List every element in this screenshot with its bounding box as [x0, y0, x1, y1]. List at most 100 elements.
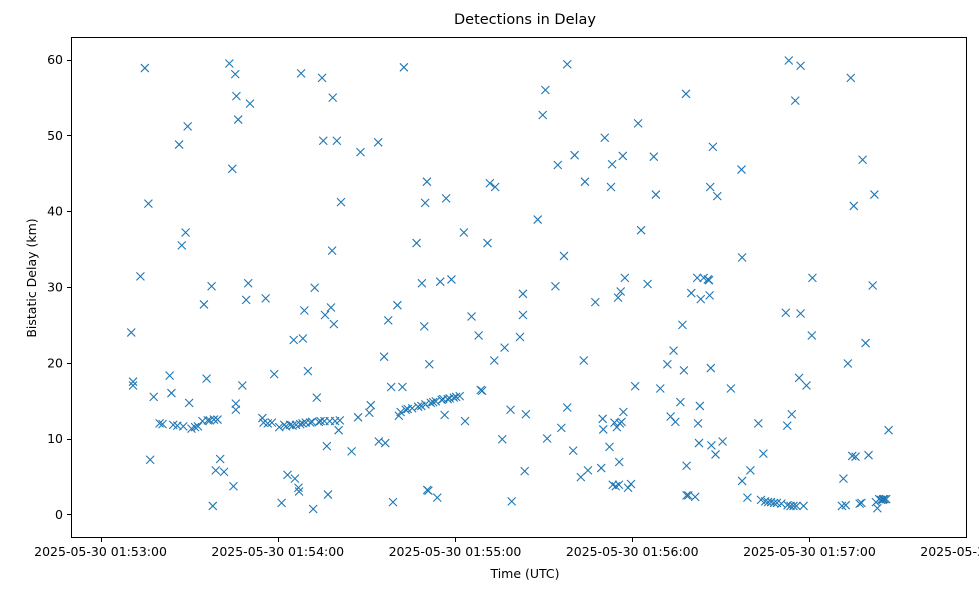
- data-point-marker: [737, 476, 747, 486]
- data-point-marker: [598, 414, 608, 424]
- data-point-marker: [583, 465, 593, 475]
- data-point-marker: [426, 398, 436, 408]
- data-point-marker: [726, 384, 736, 393]
- data-point-marker: [428, 397, 438, 407]
- data-point-marker: [533, 215, 543, 224]
- data-point-marker: [705, 290, 714, 300]
- data-point-marker: [322, 441, 332, 451]
- data-point-marker: [849, 201, 859, 211]
- data-point-marker: [327, 246, 337, 256]
- data-point-marker: [213, 415, 222, 424]
- data-point-marker: [440, 410, 450, 420]
- data-point-marker: [868, 281, 878, 290]
- x-tick-label: 2025-05-30 01:54:00: [211, 544, 344, 559]
- data-point-marker: [521, 409, 531, 419]
- data-point-marker: [328, 93, 338, 102]
- plot-area: [126, 56, 893, 514]
- data-point-marker: [298, 418, 307, 428]
- data-point-marker: [474, 331, 484, 340]
- data-point-marker: [241, 295, 251, 305]
- x-tick-label: 2025-05-30 01:53:00: [34, 544, 167, 559]
- data-point-marker: [317, 73, 327, 83]
- data-point-marker: [802, 381, 811, 390]
- data-point-marker: [562, 59, 572, 69]
- data-point-marker: [485, 178, 495, 188]
- data-point-marker: [580, 177, 590, 187]
- data-point-marker: [447, 275, 456, 284]
- data-point-marker: [373, 137, 383, 147]
- data-point-marker: [165, 371, 175, 381]
- data-point-marker: [424, 486, 433, 496]
- data-point-marker: [596, 463, 606, 473]
- data-point-marker: [177, 240, 187, 250]
- data-point-marker: [374, 437, 384, 446]
- data-point-marker: [669, 346, 678, 356]
- data-point-marker: [490, 182, 500, 192]
- data-point-marker: [310, 283, 320, 293]
- data-point-marker: [288, 421, 297, 431]
- data-point-marker: [579, 356, 589, 365]
- data-point-marker: [158, 419, 167, 429]
- chart-title: Detections in Delay: [454, 12, 596, 28]
- data-point-marker: [318, 136, 328, 146]
- x-axis-label: Time (UTC): [489, 566, 559, 581]
- data-point-marker: [693, 418, 703, 428]
- data-point-marker: [870, 190, 879, 199]
- data-point-marker: [269, 369, 279, 379]
- data-point-marker: [704, 275, 714, 285]
- data-point-marker: [679, 365, 689, 375]
- data-point-marker: [294, 487, 304, 496]
- data-point-marker: [613, 293, 623, 302]
- data-point-marker: [261, 293, 271, 303]
- data-point-marker: [614, 480, 624, 490]
- data-point-marker: [184, 398, 194, 408]
- data-point-marker: [500, 343, 510, 352]
- data-point-marker: [335, 415, 345, 425]
- data-point-marker: [399, 62, 409, 72]
- data-point-marker: [617, 417, 626, 427]
- data-point-marker: [745, 465, 755, 475]
- y-tick-label: 40: [47, 204, 63, 219]
- data-point-marker: [326, 303, 336, 312]
- data-point-marker: [515, 332, 525, 342]
- data-point-marker: [451, 392, 461, 402]
- data-point-marker: [431, 397, 441, 406]
- data-point-marker: [412, 238, 421, 248]
- data-point-marker: [576, 472, 586, 482]
- data-point-marker: [711, 450, 720, 459]
- data-point-marker: [518, 310, 528, 320]
- data-point-marker: [690, 492, 700, 502]
- y-tick-label: 50: [47, 128, 63, 143]
- y-axis: 0 10 20 30 40 50 60: [47, 52, 72, 522]
- data-point-marker: [489, 356, 499, 365]
- data-point-marker: [794, 373, 804, 383]
- data-point-marker: [329, 319, 339, 329]
- data-point-marker: [393, 300, 402, 310]
- data-point-marker: [233, 115, 243, 124]
- data-point-marker: [556, 423, 566, 433]
- data-point-marker: [608, 480, 618, 490]
- data-point-marker: [847, 451, 857, 461]
- data-point-marker: [320, 310, 330, 320]
- data-point-marker: [769, 498, 779, 508]
- data-point-marker: [878, 494, 888, 504]
- data-point-marker: [208, 501, 218, 511]
- x-axis: 2025-05-30 01:53:00 2025-05-30 01:54:00 20…: [34, 537, 979, 559]
- data-point-marker: [692, 273, 702, 283]
- data-point-marker: [497, 434, 507, 444]
- data-point-marker: [245, 99, 255, 109]
- data-point-marker: [316, 416, 325, 426]
- data-point-marker: [623, 483, 633, 493]
- data-point-marker: [839, 474, 848, 484]
- data-point-marker: [636, 225, 646, 235]
- data-point-marker: [136, 272, 145, 281]
- data-point-marker: [294, 483, 303, 493]
- data-point-marker: [199, 300, 209, 309]
- data-point-marker: [230, 69, 240, 79]
- data-point-marker: [630, 381, 640, 391]
- data-point-marker: [789, 501, 798, 511]
- data-point-marker: [296, 68, 306, 78]
- data-point-marker: [149, 392, 159, 402]
- y-tick-label: 20: [47, 355, 63, 370]
- data-point-marker: [590, 297, 600, 307]
